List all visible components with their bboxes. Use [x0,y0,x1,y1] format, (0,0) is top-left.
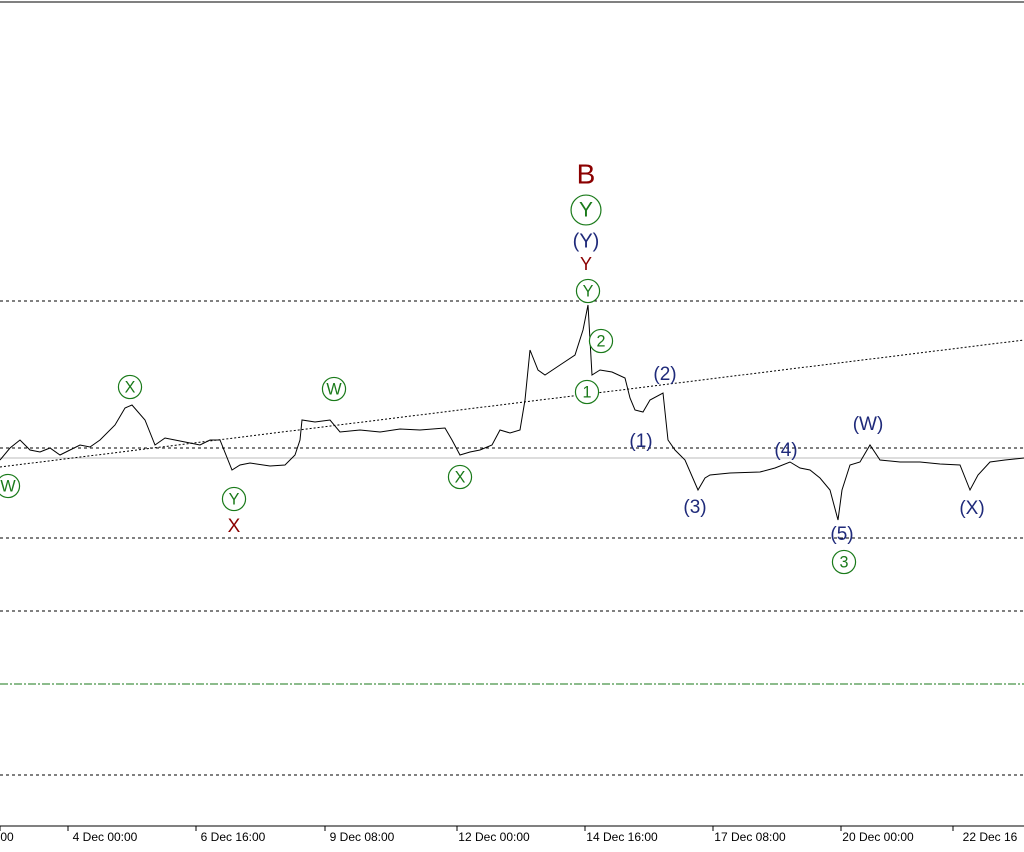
wave-circle [117,374,143,400]
wave-circle [574,379,600,405]
wave-label: (5) [830,524,853,545]
x-tick-label: 9 Dec 08:00 [330,830,395,844]
wave-circle [447,464,473,490]
x-tick-label: 00 [0,830,14,844]
wave-circle [575,278,601,304]
wave-label: X [125,378,136,396]
wave-label: 3 [840,553,849,571]
wave-label: W [326,380,342,398]
wave-label: X [455,468,466,486]
x-tick-label: 17 Dec 08:00 [714,830,786,844]
wave-circle [221,486,247,512]
wave-label: 1 [583,383,592,401]
wave-circle [588,328,614,354]
wave-label: (Y) [573,230,600,252]
wave-label: B [577,158,596,189]
price-path [0,304,1024,521]
wave-circle [831,549,857,575]
wave-label: Y [583,282,594,300]
x-tick-label: 22 Dec 16 [963,830,1018,844]
wave-label: Y [580,254,592,274]
wave-label: (3) [683,497,706,518]
wave-label: X [228,516,241,537]
wave-circle [0,473,21,499]
wave-label: (X) [959,498,984,519]
wave-label: Y [579,199,593,222]
wave-circle [570,194,602,226]
wave-label: 2 [597,332,606,350]
wave-label: (W) [853,414,884,435]
x-tick-label: 4 Dec 00:00 [73,830,138,844]
x-tick-label: 12 Dec 00:00 [458,830,530,844]
wave-label: W [0,477,16,495]
x-tick-label: 14 Dec 16:00 [586,830,658,844]
wave-circle [321,376,347,402]
wave-label: Y [229,490,240,508]
x-tick-label: 20 Dec 00:00 [842,830,914,844]
wave-label: (1) [629,431,652,452]
x-tick-label: 6 Dec 16:00 [201,830,266,844]
wave-label: (4) [774,440,797,461]
wave-label: (2) [653,364,676,385]
